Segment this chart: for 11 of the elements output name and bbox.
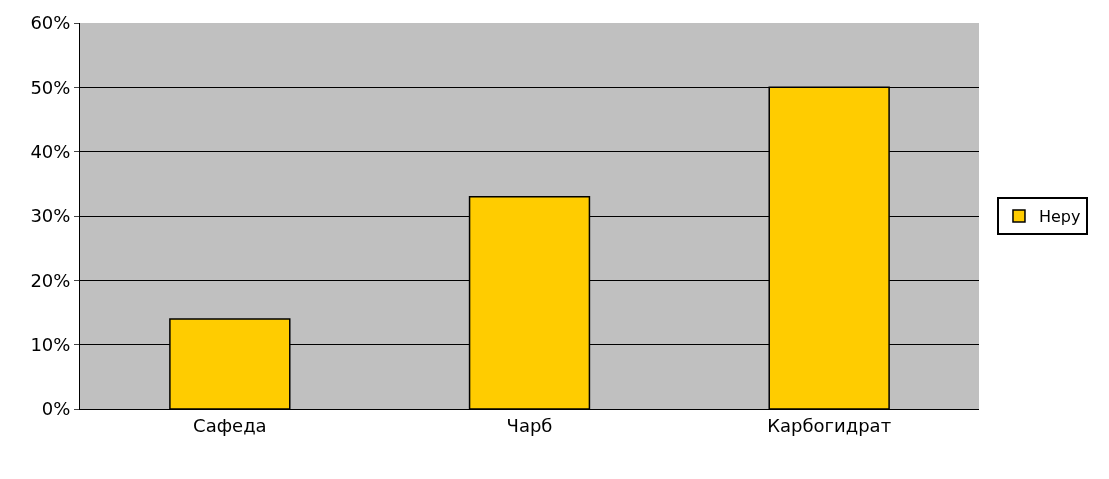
y-tick-label: 50% — [30, 76, 71, 98]
x-tick-label: Карбогидрат — [767, 414, 892, 436]
y-tick-label: 30% — [30, 205, 71, 227]
y-tick-label: 20% — [30, 269, 71, 291]
legend-label: Неру — [1038, 207, 1081, 227]
y-tick-label: 40% — [30, 140, 71, 162]
y-tick-label: 60% — [30, 12, 71, 34]
x-tick-label: Чарб — [506, 414, 553, 436]
y-tick-label: 0% — [41, 398, 71, 420]
x-tick-label: Сафеда — [193, 414, 267, 436]
y-tick-label: 10% — [30, 333, 71, 355]
